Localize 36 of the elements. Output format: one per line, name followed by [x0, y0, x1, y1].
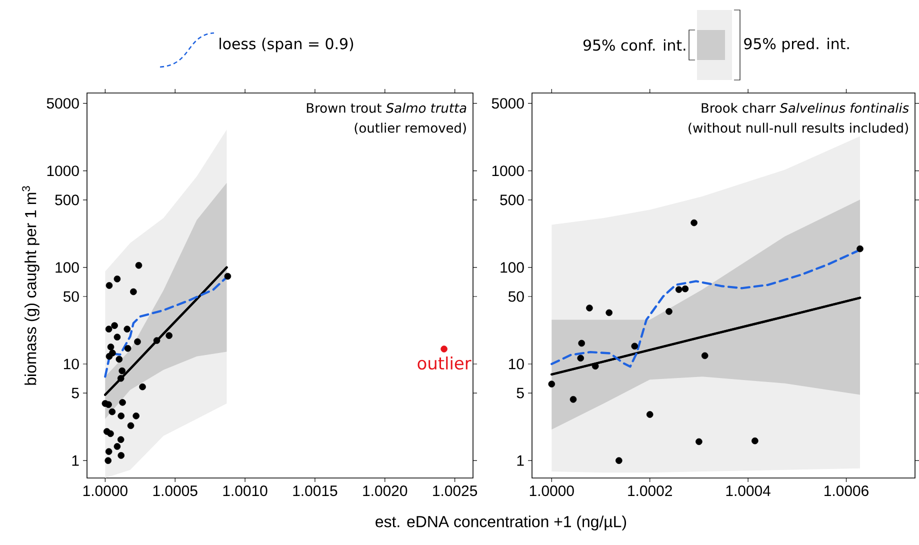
- x-tick-label: 1.0020: [363, 486, 408, 496]
- text: Brown trout Salmo trutta: [306, 102, 466, 113]
- text: (without null-null results included): [688, 122, 908, 134]
- x-tick-label: 1.0000: [530, 486, 574, 496]
- text: 95% conf. int.: [583, 39, 686, 51]
- x-tick-label: 1.0004: [726, 486, 770, 496]
- y-tick-label: 50: [508, 291, 524, 302]
- y-tick-label: 5000: [492, 98, 524, 109]
- y-tick-label: 1000: [47, 166, 79, 176]
- y-tick-label: 5000: [46, 98, 79, 109]
- text: (outlier removed): [354, 122, 466, 134]
- x-tick-label: 1.0006: [824, 486, 868, 496]
- y-tick-label: 1: [72, 455, 79, 466]
- y-tick-label: 100: [500, 262, 524, 273]
- x-tick-label: 1.0005: [153, 486, 198, 496]
- x-tick-label: 1.0000: [83, 486, 128, 496]
- y-tick-label: 1000: [492, 166, 524, 176]
- text: 95% pred. int.: [744, 38, 849, 52]
- annotation: outlier: [418, 356, 472, 370]
- y-axis-title: biomass (g) caught per 1 m$^{3}$: [22, 186, 40, 385]
- x-tick-label: 1.0002: [628, 486, 672, 496]
- legend-label: loess (span = 0.9): [220, 38, 354, 52]
- x-tick-label: 1.0015: [293, 486, 338, 496]
- x-axis-title: est. eDNA concentration +1 (ng/µL): [376, 516, 626, 530]
- y-tick-label: 1: [517, 455, 524, 466]
- y-tick-label: 10: [64, 358, 79, 370]
- y-tick-label: 100: [56, 262, 79, 273]
- y-tick-label: 10: [509, 358, 524, 370]
- y-tick-label: 5: [72, 388, 79, 398]
- y-tick-label: 5: [516, 388, 524, 398]
- y-tick-label: 500: [55, 194, 79, 206]
- x-tick-label: 1.0025: [433, 486, 478, 496]
- y-tick-label: 50: [63, 291, 79, 302]
- x-tick-label: 1.0010: [223, 486, 268, 496]
- y-tick-label: 500: [500, 194, 524, 206]
- text: Brook charr Salvelinus fontinalis: [702, 102, 909, 113]
